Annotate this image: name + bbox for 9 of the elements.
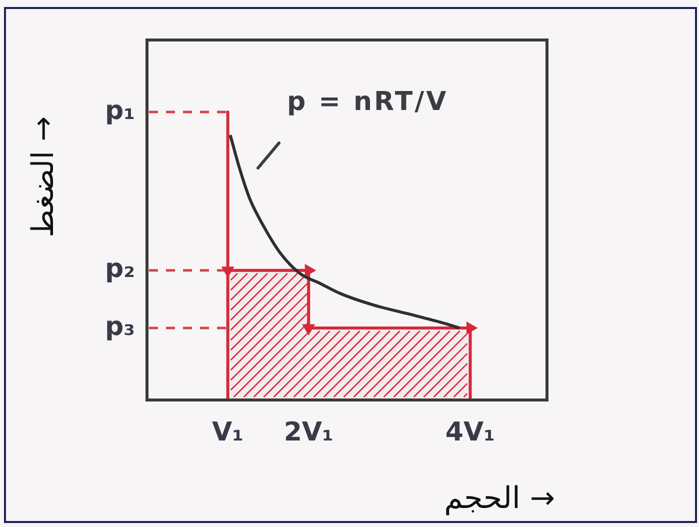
y-axis-title: الضغط → [26,116,61,238]
x-tick-label: 2V₁ [284,417,334,448]
ref-line-label: p₁ [105,96,135,126]
ref-line-label: p₂ [105,254,135,284]
x-tick-label: 4V₁ [445,417,496,448]
x-tick-label: V₁ [212,417,244,448]
x-axis-title: الحجم → [444,480,555,516]
ref-line-label: p₃ [105,312,135,342]
annotation: p = nRT/V [287,86,448,117]
